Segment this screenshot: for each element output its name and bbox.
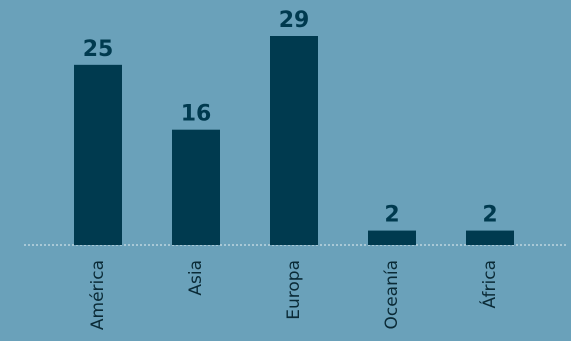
bar-oceania	[368, 230, 416, 245]
bar-asia	[172, 129, 220, 245]
bar-america	[74, 64, 122, 246]
bars-group	[74, 36, 514, 246]
value-label-asia: 16	[181, 102, 212, 127]
category-label-oceania: Oceanía	[382, 260, 402, 330]
value-labels-group: 25 16 29 2 2	[83, 8, 498, 228]
bar-europa	[270, 36, 318, 245]
category-label-africa: África	[478, 260, 500, 309]
value-label-europa: 29	[279, 8, 310, 33]
category-label-europa: Europa	[284, 260, 304, 320]
value-label-oceania: 2	[384, 203, 399, 228]
category-labels-group: América Asia Europa Oceanía África	[88, 260, 500, 330]
value-label-america: 25	[83, 37, 114, 62]
category-label-america: América	[88, 260, 108, 330]
bar-africa	[466, 230, 514, 245]
category-label-asia: Asia	[186, 260, 206, 296]
value-label-africa: 2	[482, 203, 497, 228]
